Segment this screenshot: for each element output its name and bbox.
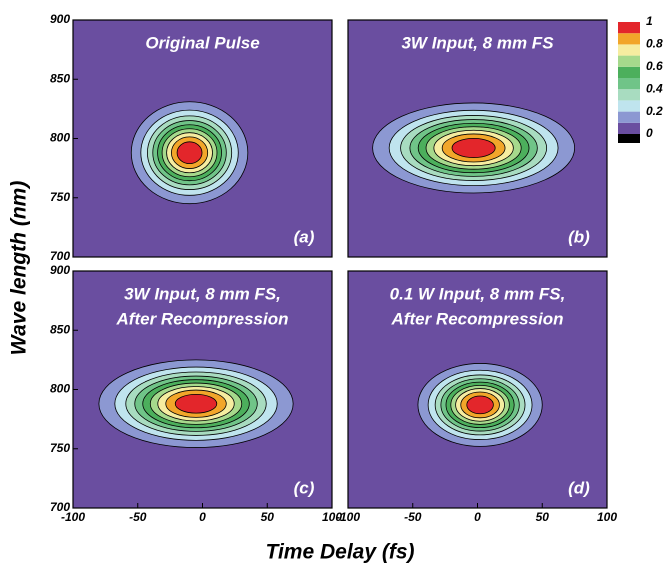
panel-title: After Recompression [116, 309, 289, 328]
y-axis-label: Wave length (nm) [8, 181, 31, 356]
colorbar-band [618, 111, 640, 123]
contour-band [176, 141, 203, 165]
colorbar-tick-label: 0.2 [646, 104, 663, 118]
colorbar-band [618, 89, 640, 101]
panel-title: 0.1 W Input, 8 mm FS, [390, 284, 566, 303]
plot-frame [347, 19, 608, 258]
x-tick-label: 50 [261, 510, 275, 524]
colorbar-tick-label: 0.6 [646, 59, 663, 73]
colorbar-tick-label: 0.8 [646, 37, 663, 51]
x-tick-label: -50 [129, 510, 147, 524]
colorbar-band [618, 66, 640, 78]
contour-band [174, 393, 218, 414]
y-tick-label: 750 [50, 441, 70, 455]
y-tick-label: 900 [50, 12, 70, 26]
x-tick-label: 0 [474, 510, 481, 524]
y-tick-label: 800 [50, 131, 70, 145]
y-tick-label: 700 [50, 249, 70, 263]
colorbar-band [618, 22, 640, 34]
panel-label: (b) [568, 227, 590, 246]
panel-title: Original Pulse [145, 33, 259, 52]
colorbar-floor [618, 134, 640, 143]
x-tick-label: 0 [199, 510, 206, 524]
panel-title: 3W Input, 8 mm FS, [124, 284, 281, 303]
y-tick-label: 900 [50, 263, 70, 277]
x-tick-label: 100 [322, 510, 342, 524]
colorbar-band [618, 33, 640, 45]
panel-title: After Recompression [391, 309, 564, 328]
panel-label: (c) [294, 478, 315, 497]
panel-label: (d) [568, 478, 590, 497]
panel-title: 3W Input, 8 mm FS [401, 33, 554, 52]
x-tick-label: -50 [404, 510, 422, 524]
colorbar-band [618, 100, 640, 112]
y-tick-label: 800 [50, 382, 70, 396]
x-tick-label: 50 [536, 510, 550, 524]
y-tick-label: 750 [50, 190, 70, 204]
colorbar-band [618, 122, 640, 134]
contour-band [451, 137, 496, 159]
y-tick-label: 850 [50, 71, 70, 85]
x-tick-label: 100 [597, 510, 617, 524]
y-tick-label: 850 [50, 322, 70, 336]
colorbar-band [618, 78, 640, 90]
x-tick-label: -100 [336, 510, 360, 524]
x-axis-label: Time Delay (fs) [266, 541, 415, 564]
colorbar-band [618, 44, 640, 56]
colorbar-tick-label: 0.4 [646, 81, 663, 95]
panel-label: (a) [294, 227, 315, 246]
contour-band [466, 395, 494, 415]
colorbar-tick-label: 0 [646, 126, 653, 140]
colorbar-band [618, 55, 640, 67]
y-tick-label: 700 [50, 500, 70, 514]
x-tick-label: -100 [61, 510, 85, 524]
colorbar-tick-label: 1 [646, 14, 653, 28]
